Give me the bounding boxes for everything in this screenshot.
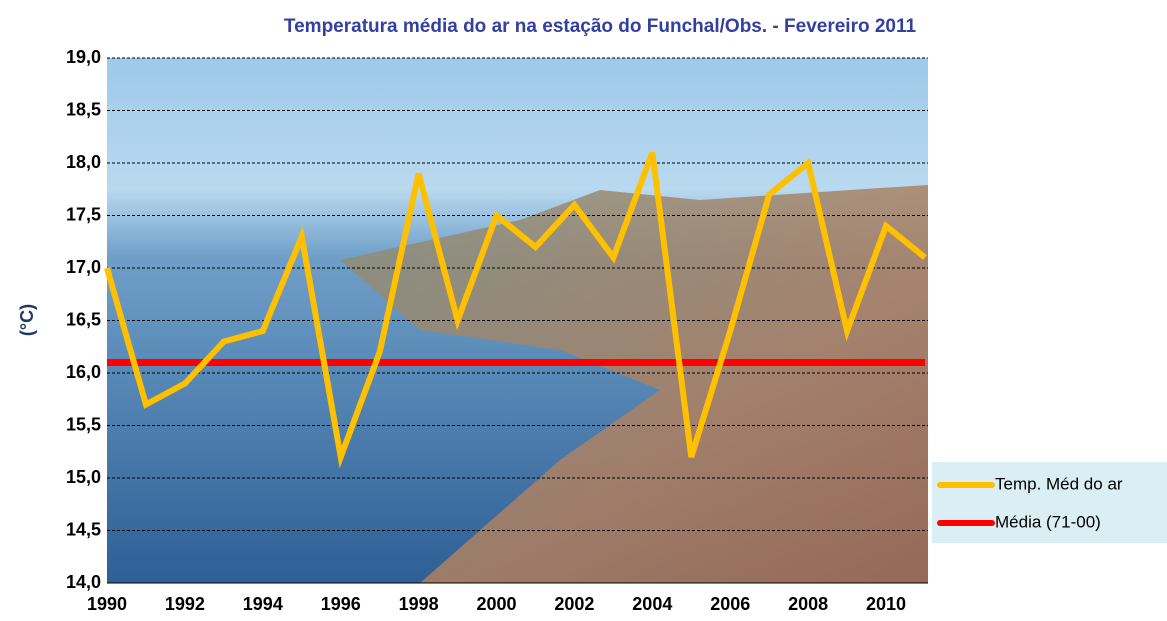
- legend-label: Temp. Méd do ar: [995, 474, 1123, 493]
- x-tick-label: 1990: [87, 594, 127, 614]
- y-tick-label: 14,5: [66, 519, 101, 539]
- background-photo-land: [340, 185, 928, 583]
- y-tick-label: 17,0: [66, 257, 101, 277]
- x-tick-label: 2000: [477, 594, 517, 614]
- y-tick-label: 15,5: [66, 414, 101, 434]
- legend-label: Média (71-00): [995, 512, 1101, 531]
- x-tick-label: 1998: [399, 594, 439, 614]
- y-tick-label: 16,5: [66, 309, 101, 329]
- x-tick-label: 2008: [788, 594, 828, 614]
- y-tick-label: 16,0: [66, 362, 101, 382]
- y-tick-label: 19,0: [66, 47, 101, 67]
- x-tick-label: 2004: [632, 594, 672, 614]
- y-tick-label: 18,5: [66, 99, 101, 119]
- y-axis-label: (°C): [17, 304, 37, 336]
- x-tick-label: 2002: [554, 594, 594, 614]
- x-tick-label: 1996: [321, 594, 361, 614]
- y-tick-label: 15,0: [66, 467, 101, 487]
- x-tick-label: 2010: [866, 594, 906, 614]
- chart-title: Temperatura média do ar na estação do Fu…: [284, 16, 917, 37]
- x-tick-label: 1992: [165, 594, 205, 614]
- y-tick-label: 18,0: [66, 152, 101, 172]
- y-tick-label: 17,5: [66, 204, 101, 224]
- y-tick-label: 14,0: [66, 572, 101, 592]
- legend: [932, 462, 1167, 543]
- x-tick-label: 1994: [243, 594, 283, 614]
- data-line: [104, 151, 927, 469]
- x-tick-label: 2006: [710, 594, 750, 614]
